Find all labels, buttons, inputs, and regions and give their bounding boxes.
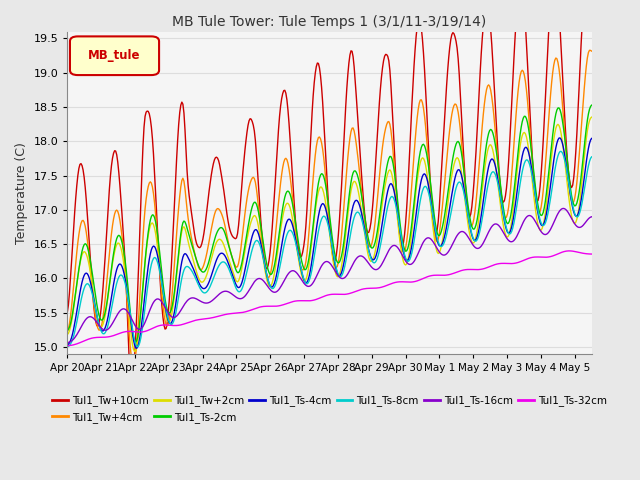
Y-axis label: Temperature (C): Temperature (C)	[15, 142, 28, 244]
Legend: Tul1_Tw+10cm, Tul1_Tw+4cm, Tul1_Tw+2cm, Tul1_Ts-2cm, Tul1_Ts-4cm, Tul1_Ts-8cm, T: Tul1_Tw+10cm, Tul1_Tw+4cm, Tul1_Tw+2cm, …	[48, 391, 611, 427]
FancyBboxPatch shape	[70, 36, 159, 75]
Text: MB_tule: MB_tule	[88, 49, 141, 62]
Title: MB Tule Tower: Tule Temps 1 (3/1/11-3/19/14): MB Tule Tower: Tule Temps 1 (3/1/11-3/19…	[172, 15, 486, 29]
